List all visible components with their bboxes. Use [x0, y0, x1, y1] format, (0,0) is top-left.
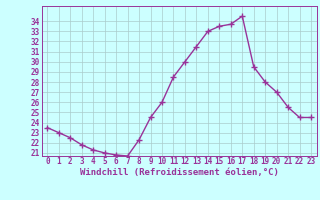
X-axis label: Windchill (Refroidissement éolien,°C): Windchill (Refroidissement éolien,°C): [80, 168, 279, 177]
